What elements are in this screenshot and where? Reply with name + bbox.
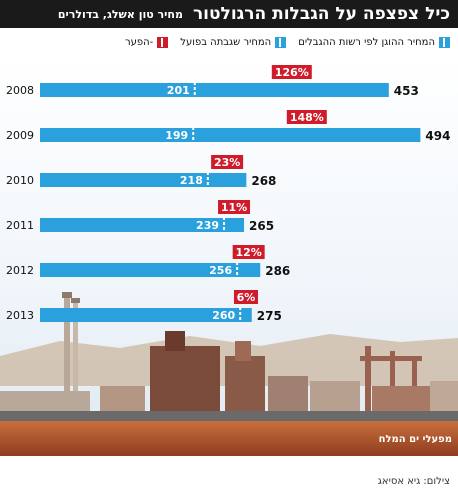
actual-price-bar-2009 (40, 128, 421, 142)
photo-source-label: מפעלי ים המלח (378, 434, 452, 445)
actual-price-bar-icon (275, 36, 287, 48)
actual-price-value-2013: 275 (257, 309, 282, 323)
legend-item-fair-price: המחיר ההוגן לפי רשות ההגבלים (298, 36, 450, 48)
industrial-plant-photo (0, 56, 458, 456)
actual-price-bar-2011 (40, 218, 245, 232)
year-label-2013: 2013 (6, 309, 34, 322)
gap-badge-2012 (232, 245, 265, 259)
actual-price-value-2011: 265 (249, 219, 274, 233)
year-label-2011: 2011 (6, 219, 34, 232)
actual-price-value-2009: 494 (425, 129, 450, 143)
chart-header: כיל צפצפה על הגבלות הרגולטור מחיר טון אש… (0, 0, 458, 28)
actual-price-value-2010: 268 (251, 174, 276, 188)
actual-price-bar-2013 (40, 308, 252, 322)
fair-price-value-2011: 239 (196, 219, 219, 232)
fair-price-value-2009: 199 (165, 129, 188, 142)
fair-price-marker-icon (439, 36, 450, 48)
actual-price-bar-2012 (40, 263, 261, 277)
actual-price-value-2008: 453 (394, 84, 419, 98)
chart-legend: המחיר ההוגן לפי רשות ההגבלים המחיר שגבתה… (0, 30, 458, 54)
fair-price-value-2013: 260 (212, 309, 235, 322)
gap-label-2011: 11% (221, 201, 247, 214)
legend-item-actual-price: המחיר שגבתה בפועל (180, 36, 287, 48)
legend-label-fair-price: המחיר ההוגן לפי רשות ההגבלים (298, 36, 435, 48)
photo-credit: צילום: גיא אסיאג (0, 466, 458, 501)
legend-item-gap: -הפער (125, 36, 169, 48)
fair-price-value-2010: 218 (180, 174, 203, 187)
gap-marker-icon (157, 36, 169, 48)
legend-label-actual-price: המחיר שגבתה בפועל (180, 36, 272, 48)
gap-badge-2011 (218, 200, 251, 214)
gap-label-2013: 6% (237, 291, 256, 304)
chart-title: כיל צפצפה על הגבלות הרגולטור (192, 4, 450, 24)
fair-price-value-2008: 201 (167, 84, 190, 97)
gap-label-2010: 23% (214, 156, 240, 169)
actual-price-value-2012: 286 (265, 264, 290, 278)
legend-label-gap: -הפער (125, 36, 154, 48)
gap-label-2012: 12% (235, 246, 261, 259)
actual-price-bar-2008 (40, 83, 389, 97)
year-label-2010: 2010 (6, 174, 34, 187)
gap-badge-2009 (286, 110, 327, 124)
gap-label-2009: 148% (290, 111, 324, 124)
gap-label-2008: 126% (275, 66, 309, 79)
gap-badge-2008 (271, 65, 312, 79)
gap-badge-2013 (233, 290, 258, 304)
year-label-2012: 2012 (6, 264, 34, 277)
chart-subtitle: מחיר טון אשלג, בדולרים (57, 7, 183, 21)
year-label-2009: 2009 (6, 129, 34, 142)
year-label-2008: 2008 (6, 84, 34, 97)
fair-price-value-2012: 256 (209, 264, 232, 277)
actual-price-bar-2010 (40, 173, 247, 187)
gap-badge-2010 (211, 155, 244, 169)
